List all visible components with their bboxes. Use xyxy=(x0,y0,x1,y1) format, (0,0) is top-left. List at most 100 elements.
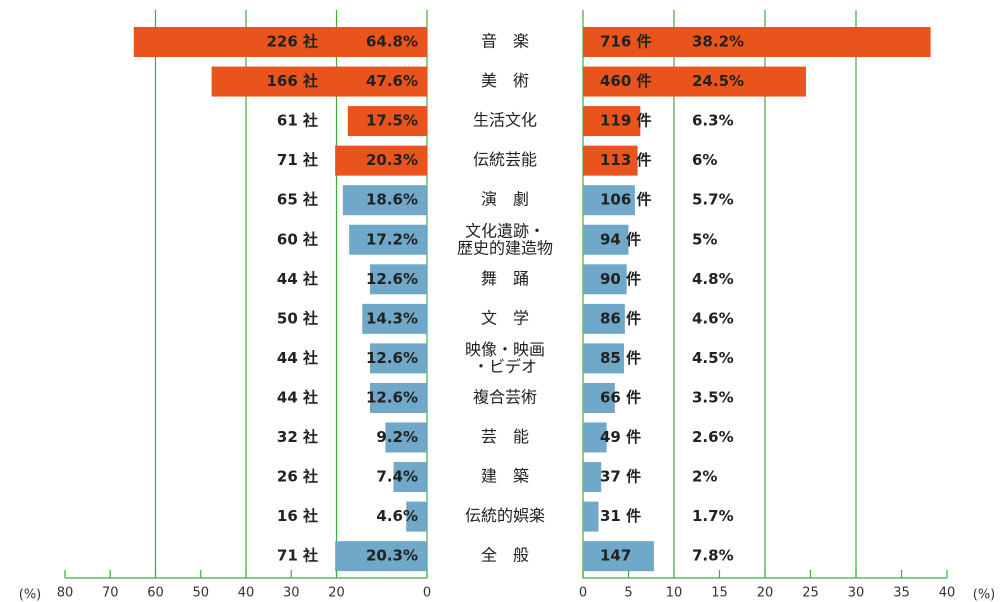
value-label: 4.5% xyxy=(692,349,734,367)
bar xyxy=(583,343,624,374)
category-label: 文 学 xyxy=(481,308,529,327)
value-label: 3.5% xyxy=(692,388,734,406)
x-tick-label: 70 xyxy=(102,586,119,601)
category-label: 芸 能 xyxy=(481,427,529,446)
axis-unit: (%) xyxy=(19,588,42,602)
x-tick-label: 30 xyxy=(283,586,300,601)
x-tick-label: 25 xyxy=(802,586,819,601)
bar xyxy=(583,224,629,255)
value-label: 5.7% xyxy=(692,191,734,209)
bar xyxy=(369,343,427,374)
bar xyxy=(342,185,427,216)
value-label: 12.6% xyxy=(366,388,418,406)
value-label: 20.3% xyxy=(366,151,418,169)
count-label: 106 件 xyxy=(600,191,652,209)
count-label: 86 件 xyxy=(600,309,641,327)
count-label: 44 社 xyxy=(277,388,318,406)
value-label: 2.6% xyxy=(692,428,734,446)
x-tick-label: 40 xyxy=(939,586,956,601)
count-label: 119 件 xyxy=(600,112,652,130)
category-label: 生活文化 xyxy=(473,111,537,130)
x-tick-label: 35 xyxy=(893,586,910,601)
count-label: 94 件 xyxy=(600,230,641,248)
x-tick-label: 15 xyxy=(711,586,728,601)
value-label: 4.6% xyxy=(692,309,734,327)
x-tick-label: 0 xyxy=(423,586,431,601)
count-label: 85 件 xyxy=(600,349,641,367)
count-label: 147 xyxy=(600,547,631,565)
x-tick-label: 60 xyxy=(147,586,164,601)
count-label: 71 社 xyxy=(277,151,318,169)
bar xyxy=(583,185,635,216)
bar xyxy=(335,145,427,176)
bar xyxy=(369,382,427,413)
value-label: 4.8% xyxy=(692,270,734,288)
value-label: 7.8% xyxy=(692,547,734,565)
category-label: 伝統芸能 xyxy=(473,150,537,169)
value-label: 18.6% xyxy=(366,191,418,209)
axis-unit: (%) xyxy=(973,588,996,602)
count-label: 44 社 xyxy=(277,270,318,288)
value-label: 47.6% xyxy=(366,72,418,90)
x-tick-label: 20 xyxy=(757,586,774,601)
bar xyxy=(583,422,607,453)
count-label: 50 社 xyxy=(277,309,318,327)
count-label: 166 社 xyxy=(266,72,318,90)
count-label: 90 件 xyxy=(600,270,641,288)
x-tick-label: 80 xyxy=(57,586,74,601)
category-label: 演 劇 xyxy=(481,190,529,209)
count-label: 113 件 xyxy=(600,151,652,169)
count-label: 60 社 xyxy=(277,230,318,248)
category-label: 舞 踊 xyxy=(481,269,529,288)
bar xyxy=(406,501,427,532)
x-tick-label: 50 xyxy=(192,586,209,601)
count-label: 460 件 xyxy=(600,72,652,90)
bar xyxy=(211,66,427,97)
bar xyxy=(583,501,599,532)
count-label: 31 件 xyxy=(600,507,641,525)
category-label: 文化遺跡・歴史的建造物 xyxy=(457,221,553,257)
x-tick-label: 5 xyxy=(624,586,632,601)
value-label: 24.5% xyxy=(692,72,744,90)
bar xyxy=(335,541,427,572)
count-label: 716 件 xyxy=(600,33,652,51)
value-label: 12.6% xyxy=(366,349,418,367)
bar xyxy=(133,27,427,57)
bar xyxy=(369,264,427,295)
value-label: 6.3% xyxy=(692,112,734,130)
x-tick-label: 10 xyxy=(666,586,683,601)
value-label: 5% xyxy=(692,230,717,248)
bar xyxy=(362,303,427,334)
value-label: 1.7% xyxy=(692,507,734,525)
value-label: 7.4% xyxy=(376,468,418,486)
bar xyxy=(385,422,427,453)
value-label: 64.8% xyxy=(366,33,418,51)
bar xyxy=(347,106,427,137)
value-label: 9.2% xyxy=(376,428,418,446)
value-label: 2% xyxy=(692,468,717,486)
category-label: 伝統的娯楽 xyxy=(465,506,545,525)
category-label: 美 術 xyxy=(481,71,529,90)
value-label: 17.5% xyxy=(366,112,418,130)
value-label: 17.2% xyxy=(366,230,418,248)
bar xyxy=(583,145,638,176)
value-label: 14.3% xyxy=(366,309,418,327)
value-label: 20.3% xyxy=(366,547,418,565)
bar xyxy=(583,303,625,334)
category-label: 音 楽 xyxy=(481,32,529,51)
count-label: 65 社 xyxy=(277,191,318,209)
count-label: 226 社 xyxy=(266,33,318,51)
count-label: 16 社 xyxy=(277,507,318,525)
bar xyxy=(583,106,641,137)
x-tick-label: 0 xyxy=(579,586,587,601)
bar xyxy=(393,462,427,493)
value-label: 4.6% xyxy=(376,507,418,525)
category-label: 建 築 xyxy=(481,467,529,486)
count-label: 37 件 xyxy=(600,468,641,486)
category-label: 複合芸術 xyxy=(473,387,537,406)
count-label: 32 社 xyxy=(277,428,318,446)
count-label: 26 社 xyxy=(277,468,318,486)
bar xyxy=(583,462,602,493)
bar xyxy=(583,264,627,295)
